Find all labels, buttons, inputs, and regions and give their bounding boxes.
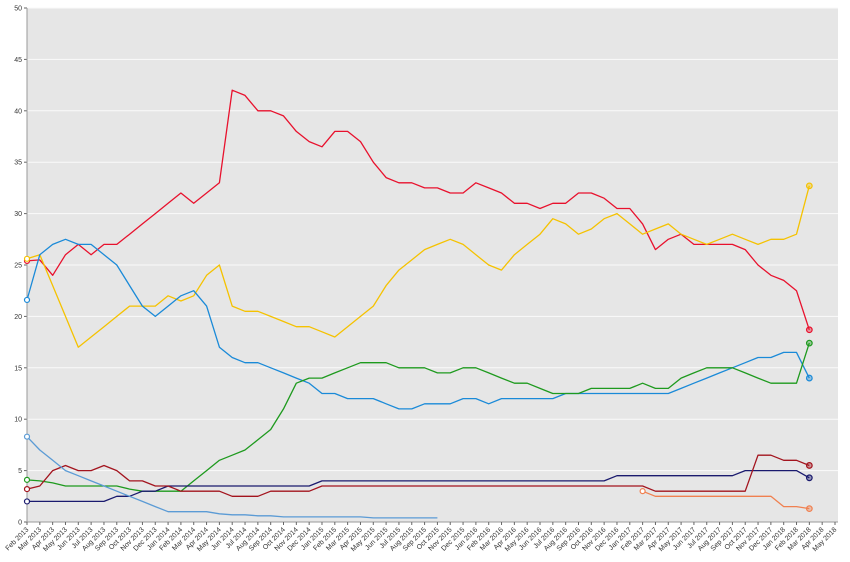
gridlines [27, 7, 838, 523]
y-tick-label: 10 [14, 417, 22, 424]
series-end-marker-2 [805, 374, 813, 382]
series-line-5 [26, 454, 810, 497]
series-start-marker-4 [23, 498, 31, 505]
series-line-4 [27, 469, 810, 503]
series-line-2 [26, 238, 810, 410]
series-end-marker-1 [805, 182, 813, 190]
y-tick-label: 40 [14, 108, 22, 115]
y-tick-label: 50 [14, 6, 22, 13]
y-tick-label: 20 [14, 314, 22, 321]
series-start-marker-5 [23, 486, 31, 493]
y-tick-label: 0 [18, 520, 22, 527]
series-line-6 [26, 436, 438, 519]
series-start-marker-1 [23, 255, 31, 262]
series-start-marker-6 [23, 433, 31, 440]
series-end-marker-4 [805, 474, 813, 482]
series-start-marker-2 [23, 296, 31, 304]
series-end-marker-7 [805, 505, 813, 513]
y-tick-label: 15 [14, 365, 22, 372]
y-tick-label: 25 [14, 263, 22, 270]
y-axis: 0 5 10 15 20 25 30 35 40 45 50 [14, 6, 28, 527]
series-start-marker-7 [639, 488, 646, 495]
y-tick-label: 30 [14, 211, 22, 218]
series-line-3 [26, 342, 810, 492]
series-line-7 [642, 490, 810, 510]
y-tick-label: 45 [14, 57, 22, 64]
y-tick-label: 35 [14, 160, 22, 167]
series-start-marker-3 [23, 476, 31, 483]
series-lines [23, 89, 813, 519]
series-end-marker-3 [805, 339, 813, 347]
y-tick-label: 5 [18, 468, 22, 475]
series-end-marker-0 [805, 326, 813, 334]
series-end-marker-5 [805, 462, 813, 469]
series-line-0 [26, 89, 810, 331]
series-line-1 [26, 185, 810, 348]
